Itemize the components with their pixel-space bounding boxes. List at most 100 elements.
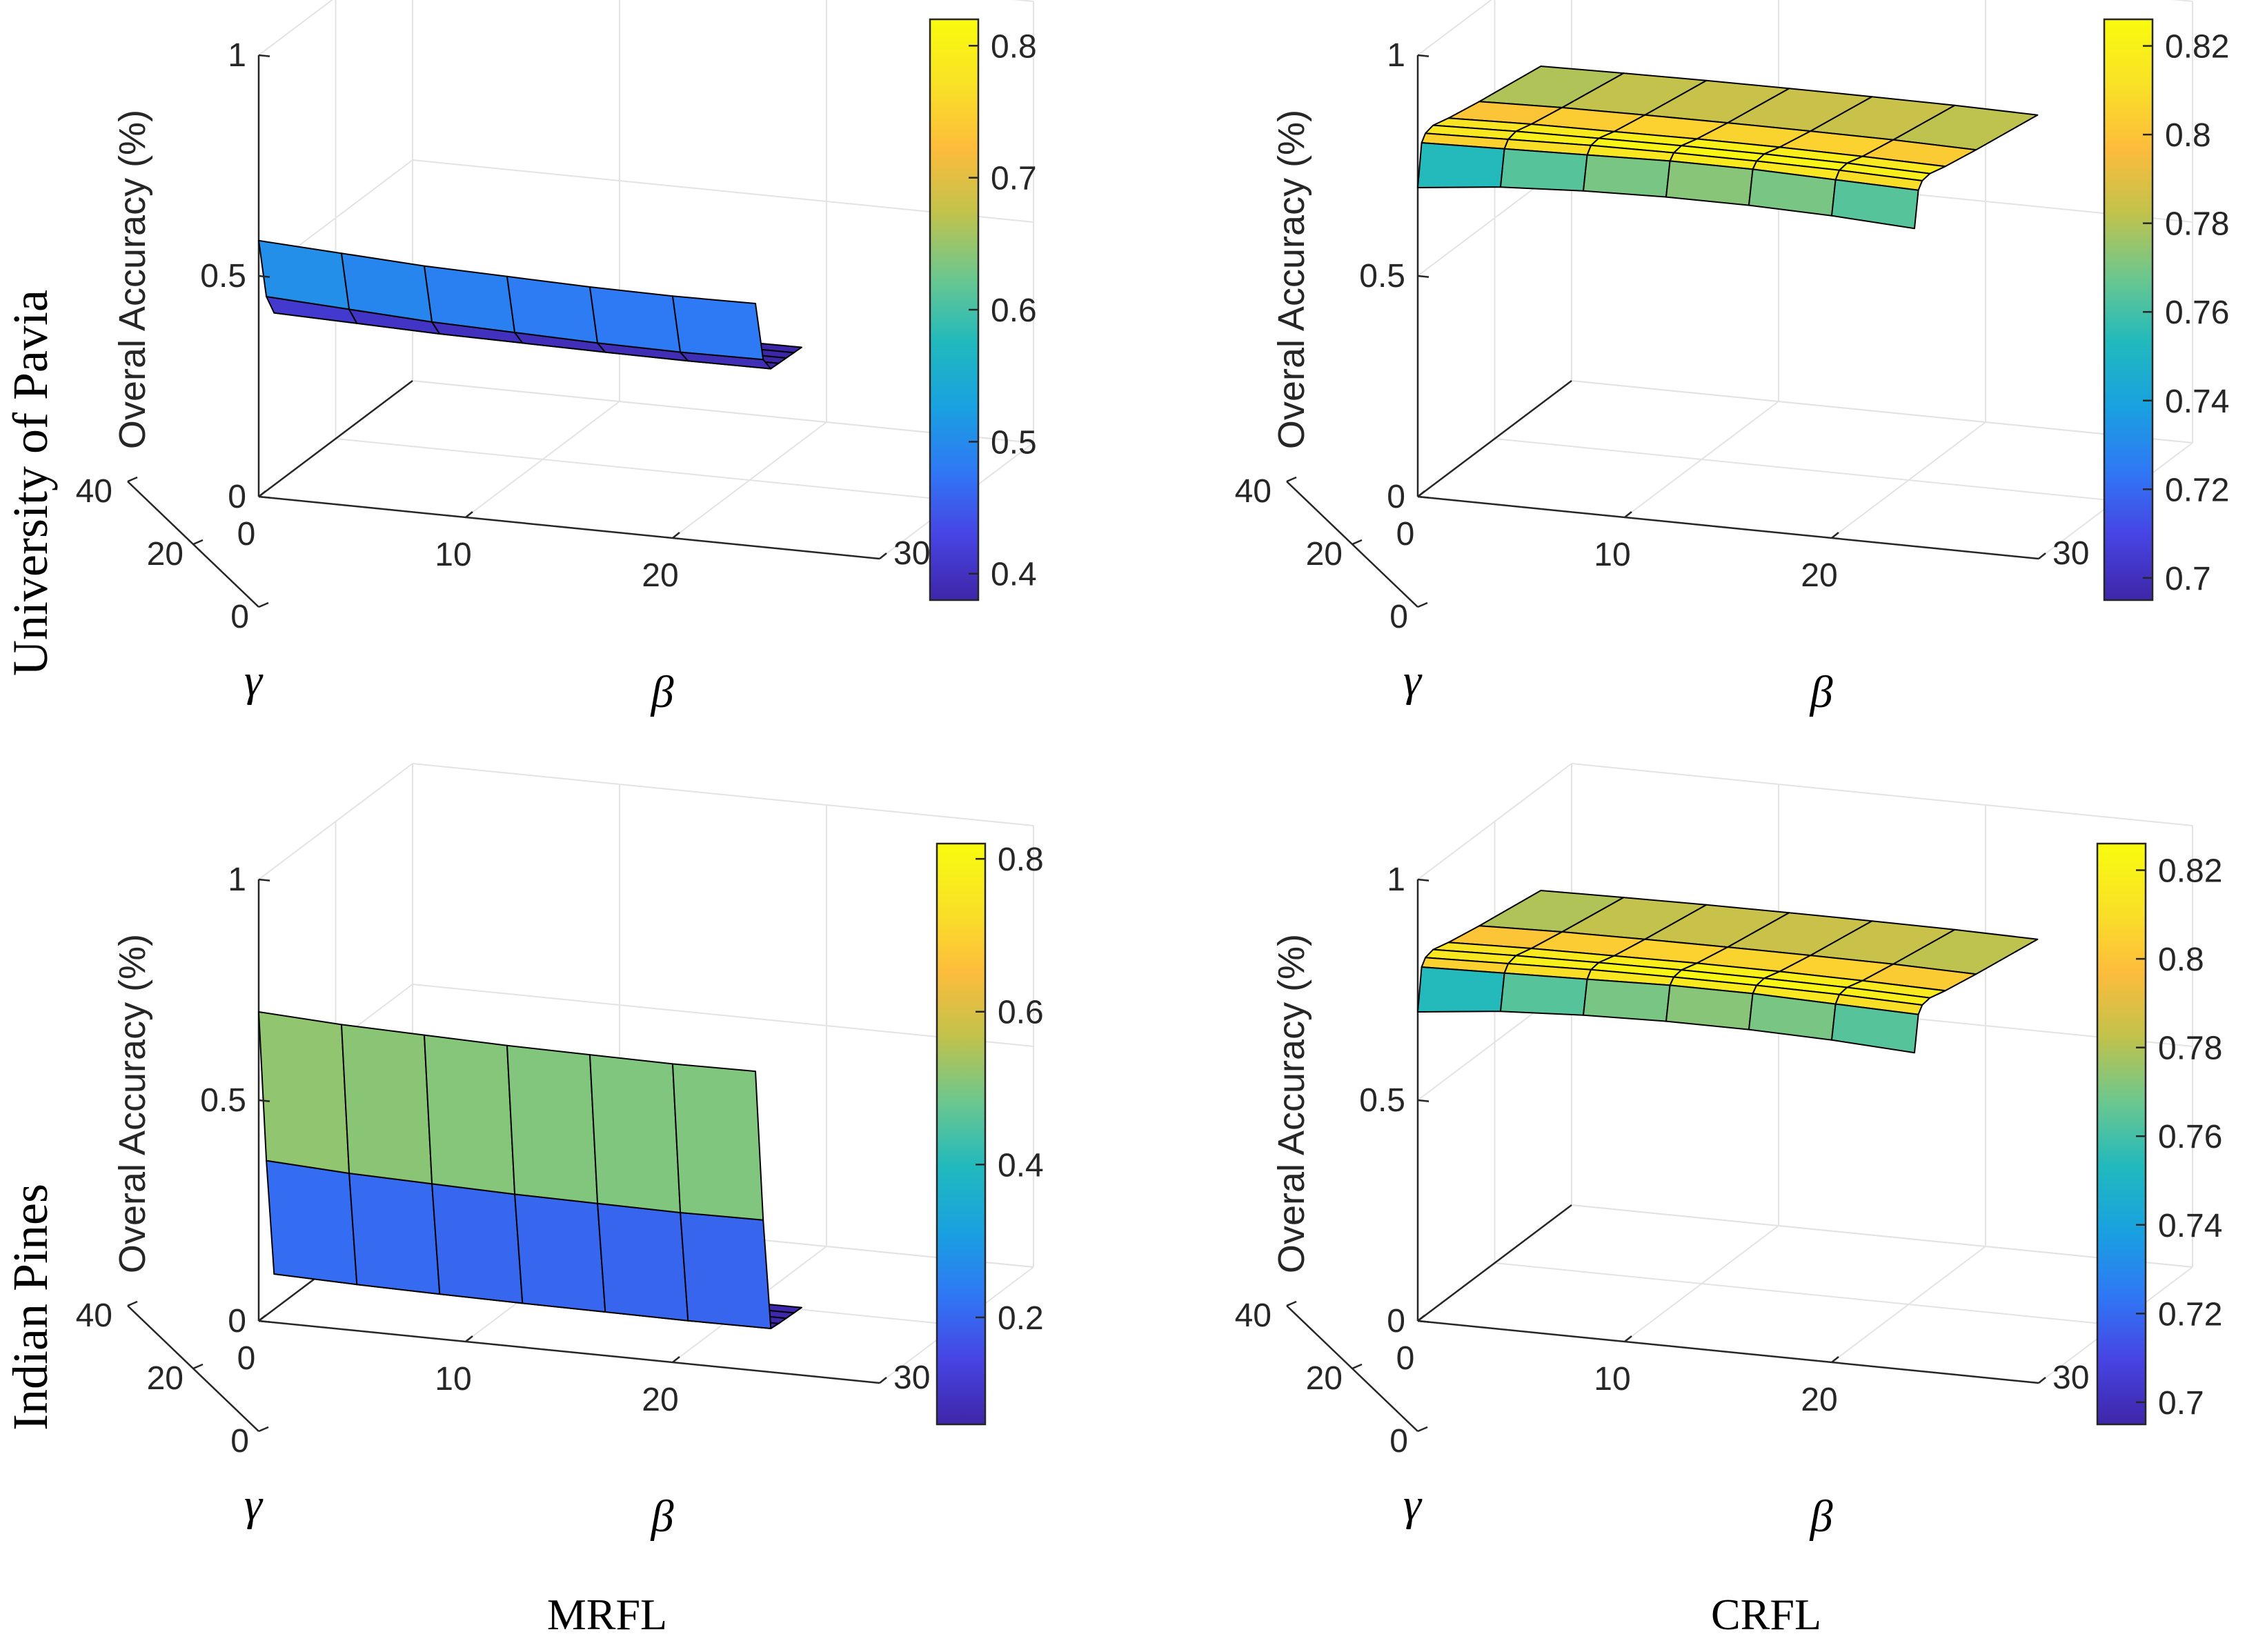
surface-facet [672,295,764,361]
beta-tick-label: 20 [642,557,678,594]
surface-facet [1417,966,1505,1013]
surface-facet [1500,148,1588,192]
colorbar-tick-label: 0.8 [998,842,1044,878]
surface-facet [424,1034,516,1195]
beta-tick-mark [1831,1356,1839,1363]
gamma-tick-label: 0 [230,599,249,635]
z-tick-mark [258,275,270,278]
gamma-tick-label: 0 [230,1423,249,1460]
beta-axis-line [258,1320,880,1384]
surface-facet [1500,972,1588,1016]
beta-tick-label: 10 [435,537,471,573]
gamma-tick-mark [127,1300,138,1307]
z-tick-label: 0 [228,1303,246,1340]
z-tick-mark [1417,878,1429,882]
colorbar-gradient [936,842,987,1426]
beta-tick-mark [1624,1335,1632,1342]
gamma-tick-mark [127,476,138,483]
beta-tick-mark [258,1315,266,1322]
colorbar-tick-label: 0.72 [2165,472,2229,508]
grid-line [335,438,957,501]
grid-line [258,0,333,56]
figure-labels: University of Pavia Indian Pines MRFL CR… [3,290,1821,1639]
surface-facet [348,1173,441,1295]
z-axis-label: Overal Accuracy (%) [112,110,153,449]
gamma-axis-label: γ [244,655,264,706]
surface-facet [506,275,599,344]
beta-tick-mark [672,532,680,539]
grid-line [1494,438,2116,501]
gamma-tick-mark [1417,1426,1428,1433]
z-axis-label: Overal Accuracy (%) [112,934,153,1273]
beta-axis-label: β [650,1491,674,1542]
z-tick-label: 1 [228,862,246,898]
colorbar-tick-label: 0.74 [2165,384,2229,420]
beta-tick-mark [1417,1315,1425,1322]
beta-axis-line [1417,1320,2039,1384]
surface-facet [1665,984,1754,1031]
gamma-tick-mark [258,1426,269,1433]
gamma-tick-mark [1286,476,1297,483]
beta-tick-label: 0 [1396,516,1415,553]
grid-line [1417,0,1492,56]
gamma-axis-line [1417,380,1572,497]
grid-line [1571,763,2193,826]
gamma-tick-label: 20 [147,1360,184,1397]
gamma-tick-label: 20 [147,536,184,573]
beta-tick-label: 30 [893,535,930,572]
z-tick-label: 0.5 [200,1082,246,1119]
surface-facet [424,265,516,333]
surface-facet [431,1183,524,1304]
beta-axis-label: β [1809,667,1833,717]
colorbar-tick-label: 0.6 [991,292,1037,329]
beta-tick-mark [2038,1377,2046,1384]
colorbar-tick-label: 0.74 [2158,1208,2222,1244]
surface-facet [258,1011,350,1174]
beta-tick-mark [672,1356,680,1363]
surface-facet [672,1063,764,1221]
colorbar-tick-label: 0.4 [991,557,1037,593]
beta-tick-label: 10 [435,1361,471,1397]
beta-tick-mark [1831,532,1839,539]
axes-grid [1417,763,2193,1384]
colorbar-tick-label: 0.7 [2165,561,2211,597]
grid-line [412,763,1034,826]
gamma-tick-label: 40 [1235,473,1272,510]
beta-tick-label: 30 [2052,535,2089,572]
beta-tick-label: 20 [1801,1382,1837,1418]
surface-facet [597,1202,689,1322]
z-tick-mark [1417,1099,1429,1102]
z-tick-mark [1417,1320,1429,1323]
beta-tick-mark [258,490,266,497]
beta-tick-mark [465,511,473,518]
colorbar-tick-label: 0.76 [2165,295,2229,331]
gamma-axis-label: γ [1403,655,1423,706]
z-tick-label: 0 [1387,479,1405,515]
gamma-axis-label: γ [244,1480,264,1530]
grid-line [1012,0,1034,2]
z-tick-label: 0.5 [200,258,246,295]
row-label-university-of-pavia: University of Pavia [3,290,58,676]
beta-tick-label: 20 [642,1382,678,1418]
colorbar: 0.2 0.4 0.6 0.8 [936,842,1044,1426]
beta-tick-label: 0 [237,516,256,553]
z-tick-label: 0 [1387,1303,1405,1340]
beta-tick-label: 10 [1594,1361,1630,1397]
beta-tick-label: 20 [1801,557,1837,594]
colorbar-tick-label: 0.7 [991,161,1037,197]
colorbar-tick-label: 0.76 [2158,1119,2222,1155]
surface-facet [514,1193,606,1313]
colorbar-tick-label: 0.2 [998,1300,1044,1337]
z-tick-label: 0.5 [1359,1082,1405,1119]
surface-facet [1583,978,1671,1022]
beta-tick-label: 30 [893,1360,930,1396]
z-tick-mark [258,878,270,882]
gamma-tick-mark [192,1363,204,1370]
row-label-indian-pines: Indian Pines [3,1184,58,1431]
z-axis-label: Overal Accuracy (%) [1271,934,1312,1273]
colorbar: 0.7 0.72 0.74 0.76 0.78 0.8 0.82 [2103,18,2229,601]
